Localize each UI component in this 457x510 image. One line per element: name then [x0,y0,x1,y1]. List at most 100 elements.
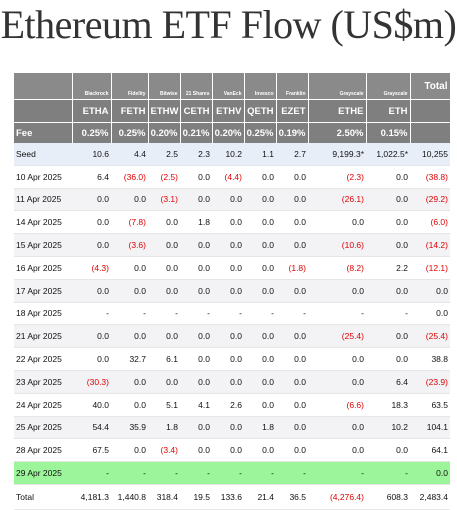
row-label: 25 Apr 2025 [14,416,72,440]
flow-cell: (30.3) [72,370,111,394]
flow-cell: - [72,461,111,485]
flow-cell: 0.0 [180,233,212,257]
flow-cell: - [366,461,410,485]
flow-cell: 0.0 [244,256,276,280]
flow-cell: - [148,302,180,326]
fee-value: 0.19% [276,122,309,143]
flow-cell: 0.0 [148,370,180,394]
row-label: Seed [14,143,72,166]
flow-cell: 6.4 [366,370,410,394]
flow-cell: 67.5 [72,438,111,463]
table-row: 23 Apr 2025 (30.3) 0.0 0.0 0.0 0.0 0.0 0.0 0.0 6.… [14,370,450,394]
flow-cell: (2.5) [148,165,180,189]
flow-cell: - [276,461,308,485]
row-total-cell: (25.4) [410,324,450,349]
flow-cell: 10.2 [366,416,410,440]
flow-cell: 1,440.8 [111,483,148,510]
row-total-cell: 0.0 [410,302,450,326]
flow-cell: - [111,302,148,326]
corner-cell [14,99,73,123]
row-label: 15 Apr 2025 [14,233,72,257]
flow-cell: - [148,461,180,485]
flow-cell: - [276,302,308,326]
flow-cell: - [244,461,276,485]
flow-cell: 0.0 [244,438,276,463]
flow-cell: 0.0 [308,210,366,235]
flow-cell: 0.0 [212,416,244,440]
flow-cell: 0.0 [276,347,308,371]
flow-cell: 0.0 [111,324,148,349]
row-label: 11 Apr 2025 [14,188,72,212]
flow-cell: 18.3 [366,393,410,417]
flow-cell: 6.4 [72,165,111,189]
flow-cell: 1.8 [148,416,180,440]
total-ticker-cell [410,99,451,123]
flow-cell: 0.0 [276,324,308,349]
flow-cell: 0.0 [276,438,308,463]
row-total-cell: 104.1 [410,416,450,440]
flow-cell: 0.0 [72,279,111,303]
row-total-cell: 10,255 [410,143,450,166]
flow-cell: 0.0 [308,279,366,303]
flow-cell: 2.6 [212,393,244,417]
row-total-cell: (14.2) [410,233,450,257]
flow-cell: 0.0 [244,165,276,189]
table-row: 28 Apr 2025 67.5 0.0 (3.4) 0.0 0.0 0.0 0.0 0.0 0.… [14,438,450,463]
table-row: 10 Apr 2025 6.4 (36.0) (2.5) 0.0 (4.4) 0.0 0.0(… [14,165,450,189]
flow-cell: 608.3 [366,483,410,510]
flow-cell: 10.6 [72,143,111,166]
flow-cell: - [212,302,244,326]
flow-cell: 0.0 [244,188,276,212]
flow-cell: 0.0 [244,324,276,349]
row-label: 18 Apr 2025 [14,302,72,326]
row-total-cell: (23.9) [410,370,450,394]
flow-cell: 0.0 [180,279,212,303]
total-row: Total 4,181.3 1,440.8 318.4 19.5 133.6 21.4 36.… [14,483,450,510]
flow-cell: 0.0 [212,279,244,303]
table-row: 25 Apr 2025 54.4 35.9 1.8 0.0 0.0 1.8 0.0 0.0 10.… [14,416,450,440]
row-total-cell: (12.1) [410,256,450,280]
row-label: 22 Apr 2025 [14,347,72,371]
row-total-cell: (29.2) [410,188,450,212]
flow-cell: 0.0 [276,393,308,417]
corner-cell [14,73,73,100]
flow-cell: 2.5 [148,143,180,166]
flow-cell: 32.7 [111,347,148,371]
flow-cell: 4.4 [111,143,148,166]
fee-value: 0.25% [72,122,112,143]
flow-cell: 4,181.3 [72,483,111,510]
sponsor-header: Invesco [244,73,277,100]
flow-cell: 0.0 [276,188,308,212]
ticker-header: CETH [180,99,213,123]
flow-cell: 0.0 [111,256,148,280]
flow-cell: 40.0 [72,393,111,417]
flow-cell: - [180,302,212,326]
row-label: 23 Apr 2025 [14,370,72,394]
row-label: 17 Apr 2025 [14,279,72,303]
flow-cell: 0.0 [180,438,212,463]
flow-cell: 318.4 [148,483,180,510]
fee-value: 0.20% [148,122,181,143]
flow-cell: (3.4) [148,438,180,463]
flow-cell: (25.4) [308,324,366,349]
table-row: 17 Apr 2025 0.0 0.0 0.0 0.0 0.0 0.0 0.0 0.0 0.0 0.… [14,279,450,303]
flow-cell: 2.2 [366,256,410,280]
table-row: 21 Apr 2025 0.0 0.0 0.0 0.0 0.0 0.0 0.0 (25.4) 0.… [14,324,450,349]
flow-cell: 2.3 [180,143,212,166]
flow-cell: 0.0 [244,233,276,257]
flow-cell: - [366,302,410,326]
flow-cell: 54.4 [72,416,111,440]
flow-cell: 0.0 [111,279,148,303]
flow-cell: 0.0 [276,165,308,189]
fee-label: Fee [14,122,73,143]
fee-value: 0.25% [244,122,277,143]
ticker-header: ETHA [72,99,112,123]
flow-cell: 5.1 [148,393,180,417]
page-title: Ethereum ETF Flow (US$m) [0,2,457,47]
ticker-header: FETH [111,99,149,123]
table-row: 22 Apr 2025 0.0 32.7 6.1 0.0 0.0 0.0 0.0 0.0 0.0 3… [14,347,450,371]
sponsor-header: Bitwise [148,73,181,100]
row-total-cell: (38.8) [410,165,450,189]
flow-cell: - [308,302,366,326]
flow-cell: 0.0 [212,370,244,394]
